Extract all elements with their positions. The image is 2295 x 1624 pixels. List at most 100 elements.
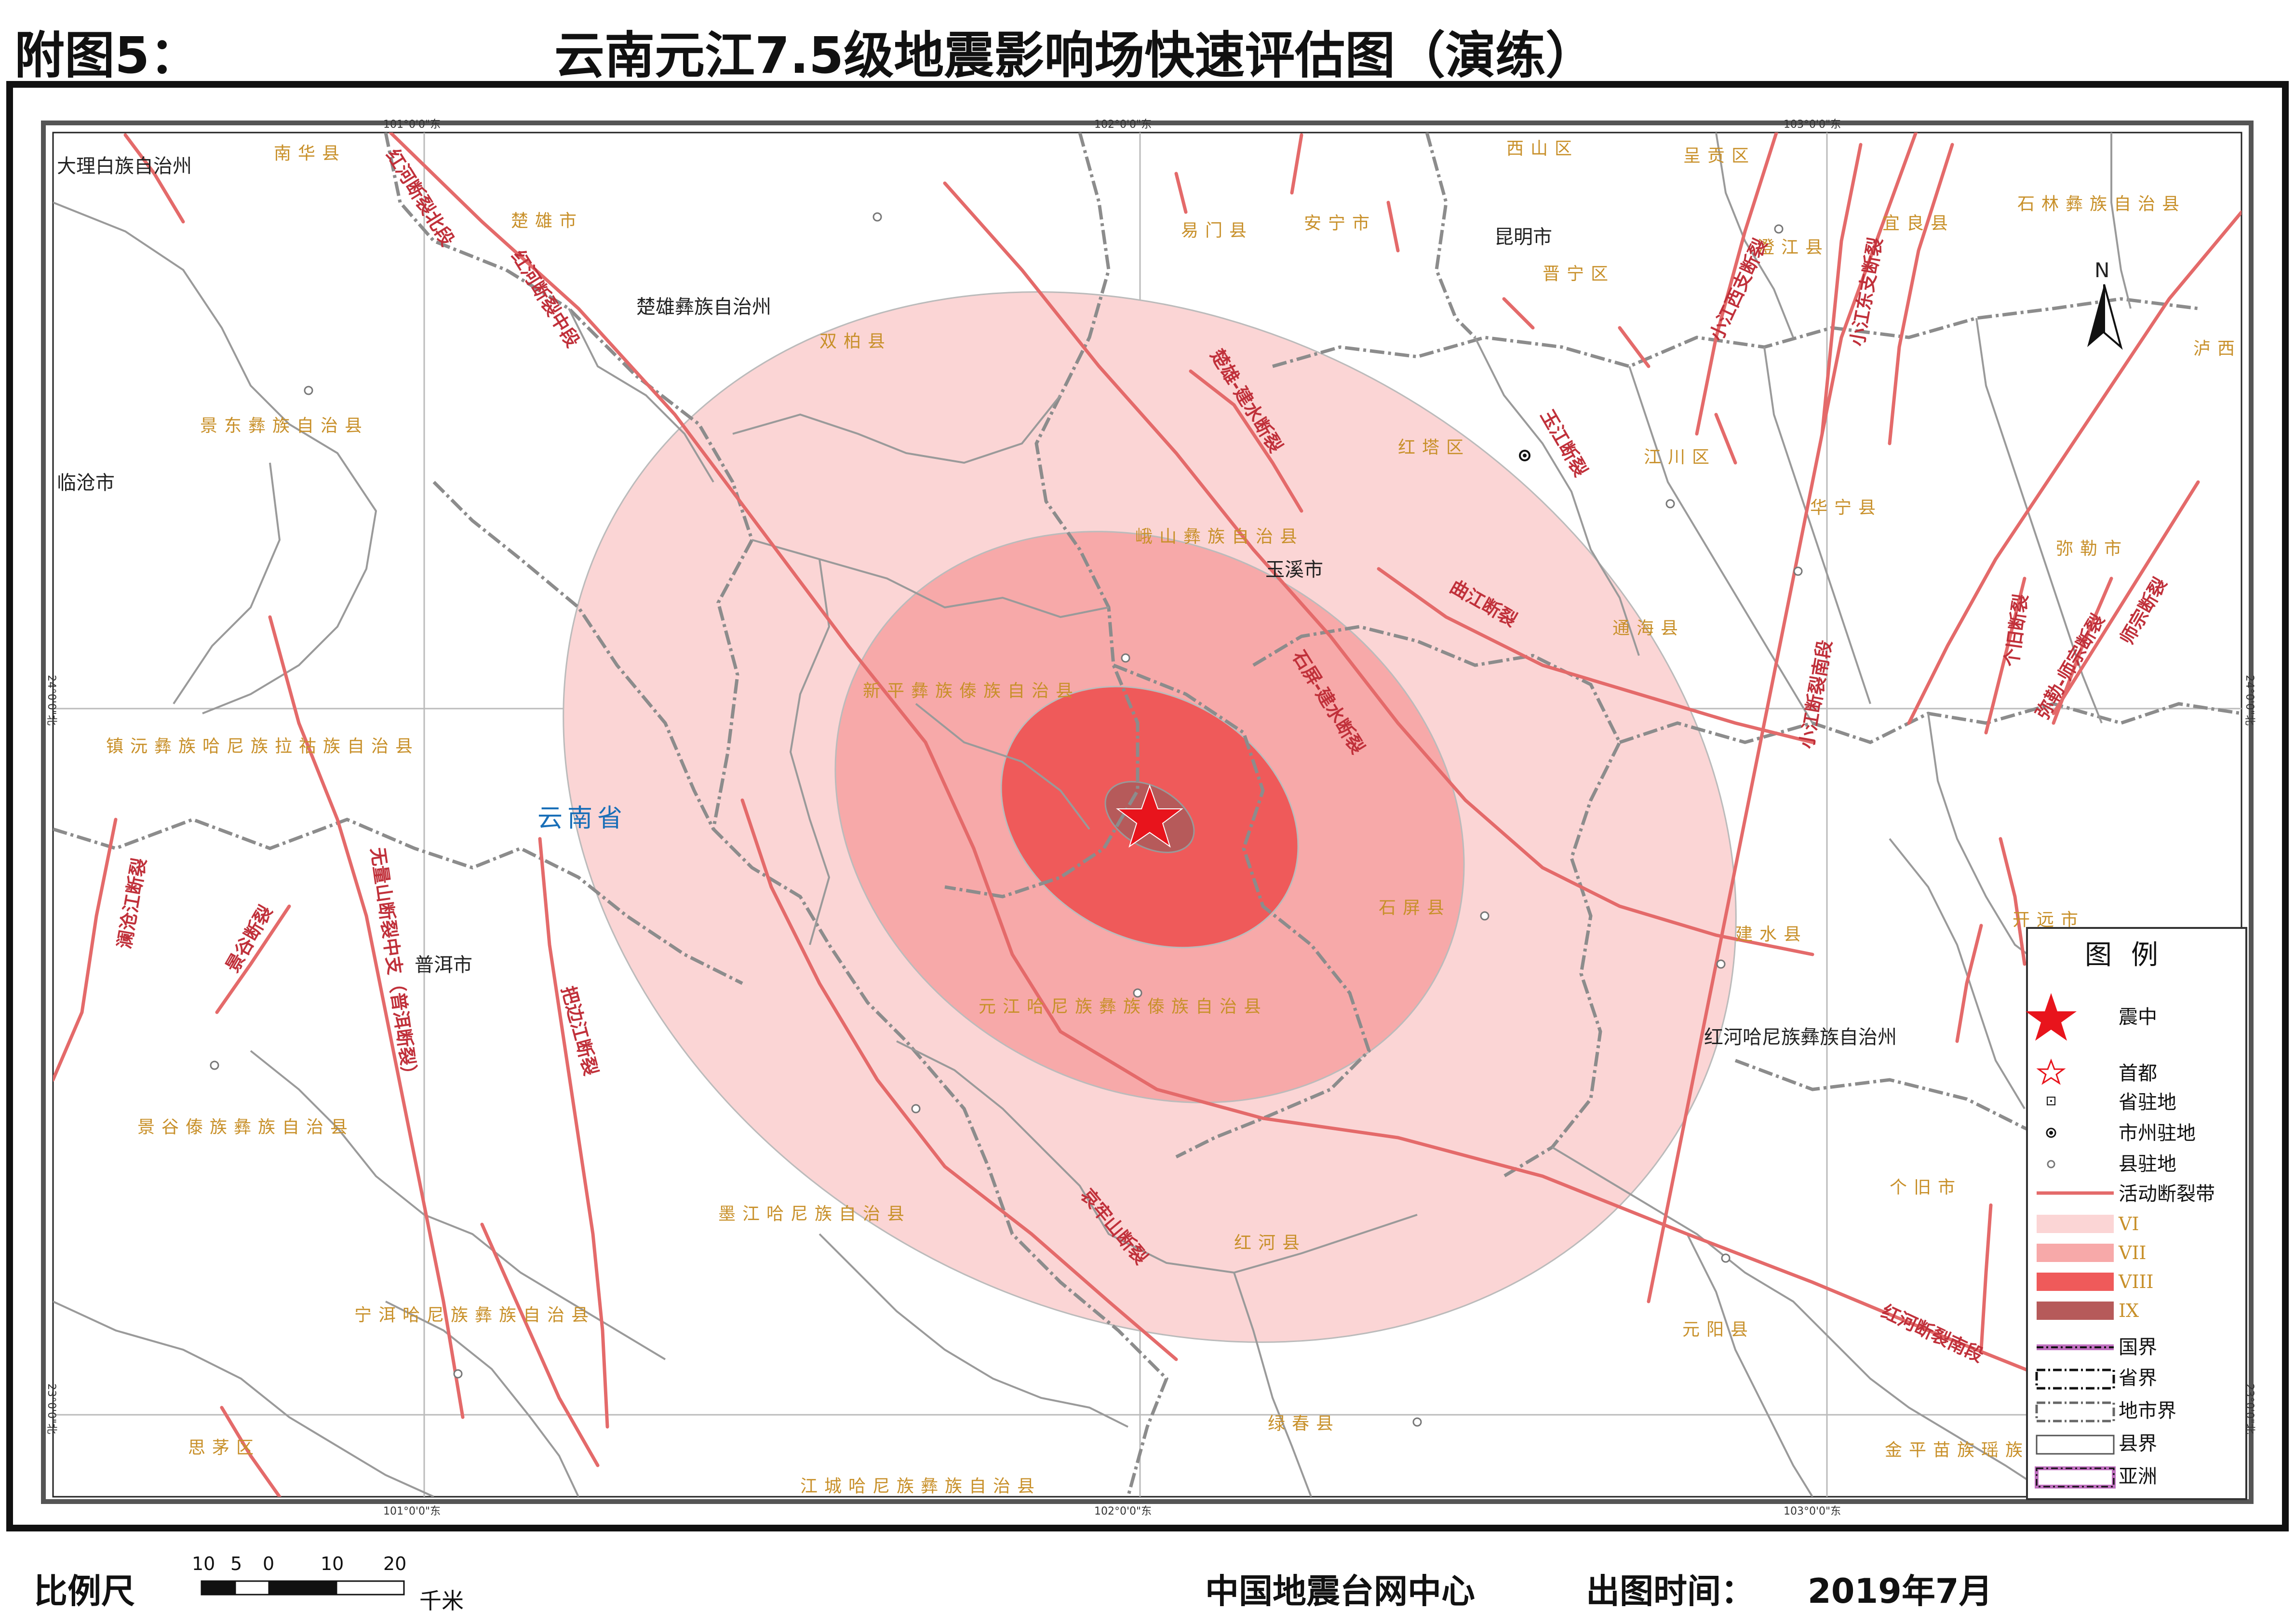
- figure-label: 附图5：: [14, 26, 200, 85]
- place-label: 石林彝族自治县: [2017, 194, 2186, 214]
- place-label: 双柏县: [819, 332, 892, 351]
- legend-label: VII: [2118, 1242, 2146, 1263]
- place-label: 普洱市: [415, 954, 472, 976]
- orange-labels: 南华县 楚雄市 双柏县 景东彝族自治县 易门县 安宁市 西山区 呈贡区 石林彝族…: [106, 139, 2266, 1496]
- place-label: 思茅区: [188, 1438, 260, 1458]
- active-faults: [53, 133, 2241, 1497]
- outer-frame: [6, 81, 2289, 1531]
- place-label: 华宁县: [1810, 498, 1882, 518]
- place-label: 石屏县: [1379, 898, 1451, 918]
- legend-title: 图例: [2085, 940, 2177, 971]
- coord-label: 103°0'0"东: [1784, 119, 1841, 131]
- prefecture-border-icon: [2035, 1401, 2115, 1423]
- coord-label: 23°0'0"北: [45, 1383, 57, 1434]
- place-label: 峨山彝族自治县: [1135, 527, 1304, 547]
- place-label: 楚雄市: [511, 211, 583, 231]
- north-arrow: N: [2087, 258, 2123, 350]
- place-label: 个旧市: [1890, 1178, 1962, 1197]
- place-label: 宁洱哈尼族彝族自治县: [354, 1305, 595, 1325]
- legend-label: 活动断裂带: [2119, 1183, 2215, 1205]
- place-label: 易门县: [1181, 221, 1253, 241]
- legend-label: 震中: [2119, 1006, 2157, 1028]
- place-label: 澄江县: [1757, 238, 1829, 257]
- legend-label: 县界: [2119, 1433, 2157, 1455]
- coord-label: 101°0'0"东: [383, 1505, 441, 1517]
- place-label: 南华县: [274, 144, 346, 163]
- legend: 图例 震中 首都 省驻地 市州驻地 县驻地 活动断裂带 VI VII VIII …: [2026, 927, 2247, 1500]
- place-label: 红河哈尼族彝族自治州: [1704, 1026, 1897, 1048]
- place-label: 墨江哈尼族自治县: [718, 1204, 911, 1224]
- coord-label: 102°0'0"东: [1094, 119, 1152, 131]
- place-label: 晋宁区: [1543, 264, 1615, 284]
- epicenter-star: [1116, 784, 1183, 848]
- place-label: 大理白族自治州: [57, 155, 192, 177]
- date-label: 出图时间：: [1586, 1571, 1755, 1611]
- vi-swatch: [2037, 1215, 2114, 1233]
- legend-label: 县驻地: [2119, 1153, 2176, 1175]
- place-label: 新平彝族傣族自治县: [863, 681, 1080, 701]
- epicenter-icon: [2026, 993, 2077, 1041]
- coord-label: 101°0'0"东: [383, 119, 441, 131]
- coord-label: 24°0'0"北: [45, 675, 57, 725]
- place-label: 楚雄彝族自治州: [636, 296, 771, 318]
- north-label: N: [2094, 258, 2109, 282]
- place-label: 建水县: [1735, 925, 1808, 944]
- place-label: 昆明市: [1494, 226, 1552, 248]
- legend-label: 省驻地: [2119, 1091, 2176, 1114]
- capital-icon: [2036, 1058, 2066, 1085]
- black-labels: 大理白族自治州 楚雄彝族自治州 昆明市 临沧市 玉溪市 普洱市 红河哈尼族彝族自…: [57, 155, 1897, 1048]
- viii-swatch: [2037, 1273, 2114, 1291]
- vii-swatch: [2037, 1244, 2114, 1262]
- legend-label: IX: [2119, 1300, 2139, 1321]
- place-label: 弥勒市: [2056, 539, 2128, 559]
- place-label: 泸西县: [2193, 339, 2266, 359]
- agency-name: 中国地震台网中心: [1205, 1571, 1475, 1611]
- map-title: 云南元江7.5级地震影响场快速评估图（演练）: [554, 26, 1596, 85]
- place-label: 安宁市: [1304, 214, 1376, 233]
- scale-number: 20: [383, 1553, 407, 1574]
- legend-label: 国界: [2119, 1336, 2157, 1358]
- provincial-border-icon: [2035, 1369, 2115, 1390]
- coord-label: 103°0'0"东: [1784, 1505, 1841, 1517]
- place-label: 绿春县: [1268, 1414, 1340, 1434]
- legend-label: VIII: [2118, 1271, 2153, 1292]
- legend-label: 地市界: [2119, 1400, 2176, 1422]
- legend-label: 首都: [2119, 1062, 2157, 1085]
- scale-number: 0: [263, 1553, 275, 1574]
- coord-label: 24°0'0"北: [2243, 675, 2255, 725]
- place-label: 开远市: [2013, 910, 2085, 930]
- place-label: 元阳县: [1682, 1320, 1755, 1340]
- province-label: 云南省: [537, 804, 627, 833]
- coord-label: 102°0'0"东: [1094, 1505, 1152, 1517]
- asia-border-icon: [2035, 1466, 2116, 1489]
- coordinate-labels: 101°0'0"东 102°0'0"东 103°0'0"东 101°0'0"东 …: [45, 119, 2255, 1517]
- scale-label: 比例尺: [34, 1571, 135, 1611]
- place-label: 江城哈尼族彝族自治县: [800, 1476, 1041, 1496]
- place-label: 元江哈尼族彝族傣族自治县: [979, 997, 1268, 1017]
- county-seats: [210, 212, 1803, 1427]
- scale-bar: [201, 1580, 405, 1596]
- place-label: 景谷傣族彝族自治县: [137, 1117, 354, 1137]
- scale-number: 5: [230, 1553, 242, 1574]
- scale-unit: 千米: [419, 1588, 464, 1614]
- place-label: 宜良县: [1882, 214, 1955, 233]
- place-label: 景东彝族自治县: [200, 416, 369, 436]
- ix-swatch: [2037, 1302, 2114, 1320]
- place-label: 临沧市: [57, 472, 115, 494]
- county-seat-icon: [2047, 1160, 2055, 1168]
- place-label: 红河县: [1234, 1233, 1306, 1253]
- scale-number: 10: [192, 1553, 215, 1574]
- place-label: 镇沅彝族哈尼族拉祜族自治县: [106, 737, 419, 756]
- place-label: 呈贡区: [1683, 146, 1756, 166]
- place-label: 红塔区: [1398, 438, 1470, 457]
- place-label: 玉溪市: [1265, 559, 1323, 581]
- legend-label: VI: [2118, 1213, 2139, 1235]
- legend-label: 亚洲: [2119, 1465, 2157, 1488]
- place-label: 通海县: [1612, 618, 1685, 638]
- legend-label: 省界: [2119, 1367, 2157, 1389]
- place-label: 西山区: [1506, 139, 1579, 159]
- scale-number: 10: [321, 1553, 344, 1574]
- legend-label: 市州驻地: [2119, 1122, 2196, 1144]
- prefecture-seat-yuxi-dot: [1523, 454, 1527, 457]
- date-value: 2019年7月: [1808, 1571, 1993, 1611]
